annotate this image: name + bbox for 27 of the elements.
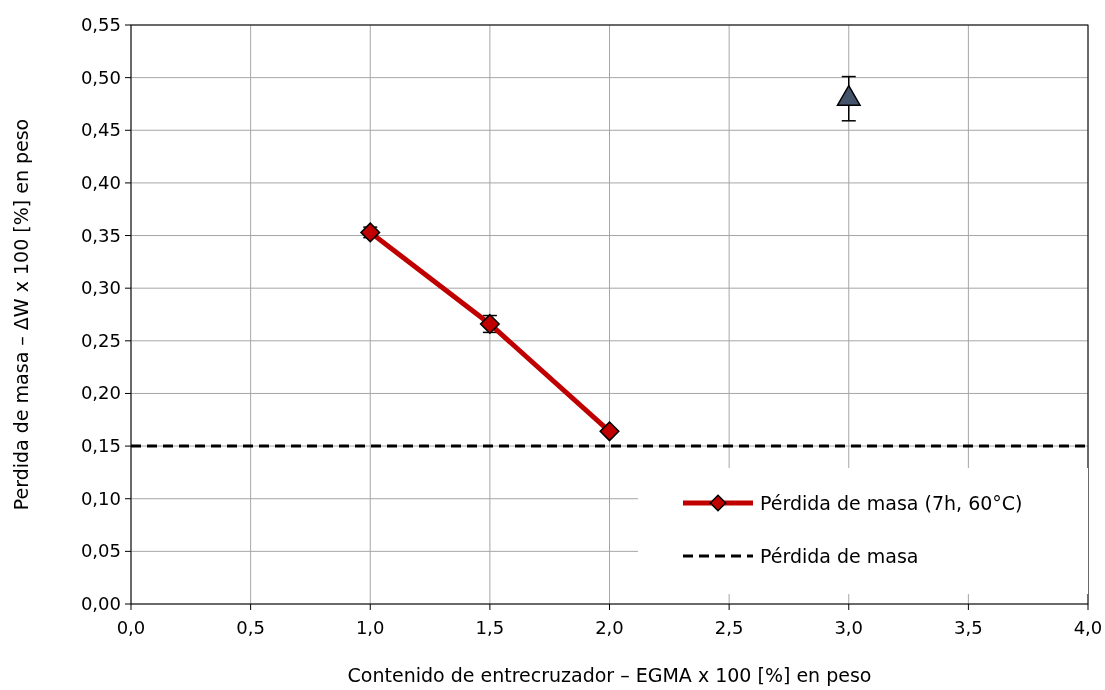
y-tick-label: 0,35	[80, 224, 121, 246]
x-tick-label: 2,0	[595, 617, 624, 638]
y-tick-label: 0,30	[80, 277, 121, 299]
point	[599, 421, 620, 442]
y-tick-label: 0,00	[80, 593, 121, 614]
point	[836, 84, 861, 106]
y-tick-label: 0,20	[80, 382, 121, 404]
x-tick-label: 3,0	[834, 617, 864, 638]
y-tick-label: 0,05	[80, 540, 121, 562]
x-tick-label: 1,5	[475, 617, 505, 638]
legend-label: Pérdida de masa	[760, 545, 919, 567]
y-tick-label: 0,15	[80, 435, 121, 457]
y-tick-label: 0,40	[80, 171, 121, 193]
y-tick-label: 0,10	[80, 487, 121, 509]
x-tick-label: 3,5	[954, 617, 983, 638]
y-tick-label: 0,50	[80, 66, 121, 88]
x-tick-label: 0,5	[236, 617, 265, 638]
x-tick-label: 1,0	[355, 617, 385, 638]
legend-label: Pérdida de masa (7h, 60°C)	[760, 492, 1023, 514]
y-tick-label: 0,55	[80, 14, 121, 35]
y-tick-label: 0,25	[80, 329, 121, 351]
x-tick-label: 2,5	[714, 617, 744, 638]
x-axis-title: Contenido de entrecruzador – EGMA x 100 [%] en peso	[347, 664, 872, 686]
x-tick-label: 4,0	[1073, 617, 1103, 638]
x-tick-label: 0,0	[116, 617, 146, 638]
y-tick-label: 0,45	[80, 119, 121, 141]
y-axis-title: Perdida de masa – ΔW x 100 [%] en peso	[10, 118, 32, 511]
